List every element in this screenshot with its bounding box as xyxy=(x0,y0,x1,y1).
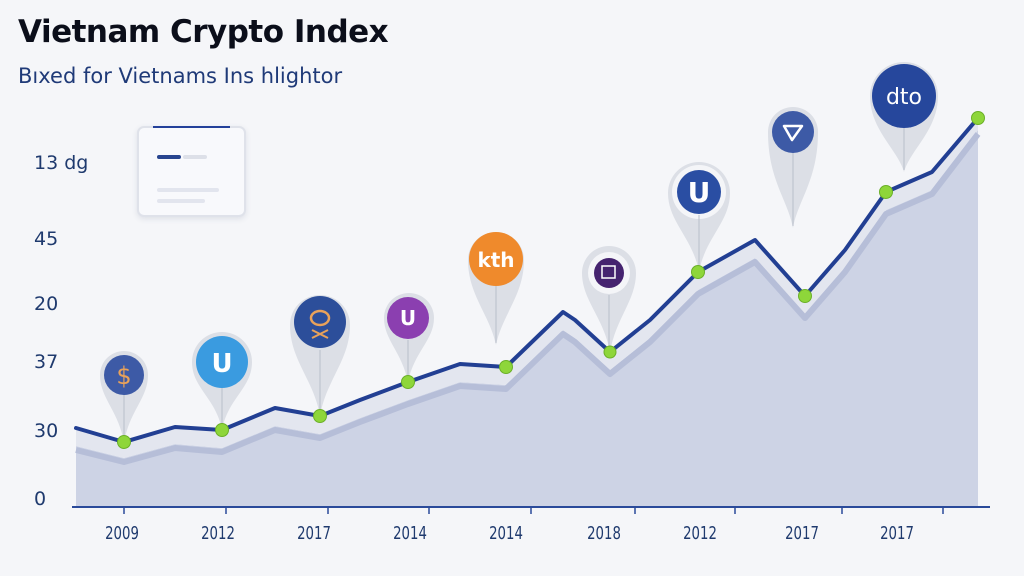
y-tick-label: 0 xyxy=(34,488,47,510)
data-point[interactable] xyxy=(499,360,513,374)
card-placeholder-line xyxy=(157,188,219,192)
x-tick-label: 2014 xyxy=(489,523,523,544)
data-point[interactable] xyxy=(691,265,705,279)
svg-text:$: $ xyxy=(116,362,131,390)
data-point[interactable] xyxy=(879,185,893,199)
y-tick-label: 20 xyxy=(34,293,59,315)
x-tick-label: 2009 xyxy=(105,523,139,544)
kth-logo-icon xyxy=(469,232,523,286)
x-axis xyxy=(72,506,990,514)
pin-u-navy[interactable]: U xyxy=(668,162,730,272)
dto-logo-icon xyxy=(872,64,936,128)
pin-u-purple[interactable]: U xyxy=(383,292,434,382)
pin-frame[interactable] xyxy=(582,246,636,352)
data-point[interactable] xyxy=(971,111,985,125)
data-point[interactable] xyxy=(798,289,812,303)
x-tick-label: 2018 xyxy=(587,523,621,544)
svg-text:dto: dto xyxy=(886,85,922,110)
pin-kth[interactable]: kth xyxy=(468,232,524,345)
data-point[interactable] xyxy=(215,423,229,437)
u-logo-icon xyxy=(387,297,429,339)
y-tick-label: 13 dg xyxy=(34,152,89,174)
card-progress-bar xyxy=(157,155,181,159)
index-line xyxy=(74,116,980,444)
svg-text:U: U xyxy=(400,306,416,330)
x-tick-label: 2017 xyxy=(880,523,914,544)
chart-subtitle: Bıxed for Vietnams Ins hlightor xyxy=(18,64,343,88)
y-tick-label: 37 xyxy=(34,351,59,373)
x-tick-label: 2012 xyxy=(201,523,235,544)
pin-u-blue[interactable]: U xyxy=(192,332,252,430)
frame-logo-icon xyxy=(594,258,624,288)
u-logo-icon xyxy=(677,170,721,214)
card-accent-bar xyxy=(153,126,230,128)
pin-dollar[interactable]: $ xyxy=(100,351,148,442)
summary-card[interactable] xyxy=(137,126,246,217)
x-tick-label: 2017 xyxy=(785,523,819,544)
data-point[interactable] xyxy=(603,345,617,359)
card-placeholder-line xyxy=(157,199,205,203)
area-fill xyxy=(76,130,978,506)
x-tick-label: 2014 xyxy=(393,523,427,544)
data-markers xyxy=(117,111,985,449)
pin-fish[interactable] xyxy=(290,295,350,416)
dollar-icon xyxy=(104,355,144,395)
svg-text:kth: kth xyxy=(477,248,514,272)
y-tick-label: 45 xyxy=(34,228,59,250)
svg-text:U: U xyxy=(211,349,232,379)
pin-dto[interactable]: dto xyxy=(870,62,938,172)
u-logo-icon xyxy=(196,336,248,388)
card-progress-track xyxy=(183,155,207,159)
data-point[interactable] xyxy=(117,435,131,449)
triangle-logo-icon xyxy=(772,111,814,153)
x-tick-label: 2017 xyxy=(297,523,331,544)
shadow-line xyxy=(75,132,981,465)
data-point[interactable] xyxy=(313,409,327,423)
pin-triangle[interactable] xyxy=(768,106,819,228)
chart-title: Vietnam Crypto Index xyxy=(18,14,389,50)
fish-logo-icon xyxy=(294,296,346,348)
y-tick-label: 30 xyxy=(34,420,59,442)
x-tick-label: 2012 xyxy=(683,523,717,544)
data-point[interactable] xyxy=(401,375,415,389)
svg-text:U: U xyxy=(688,176,711,209)
